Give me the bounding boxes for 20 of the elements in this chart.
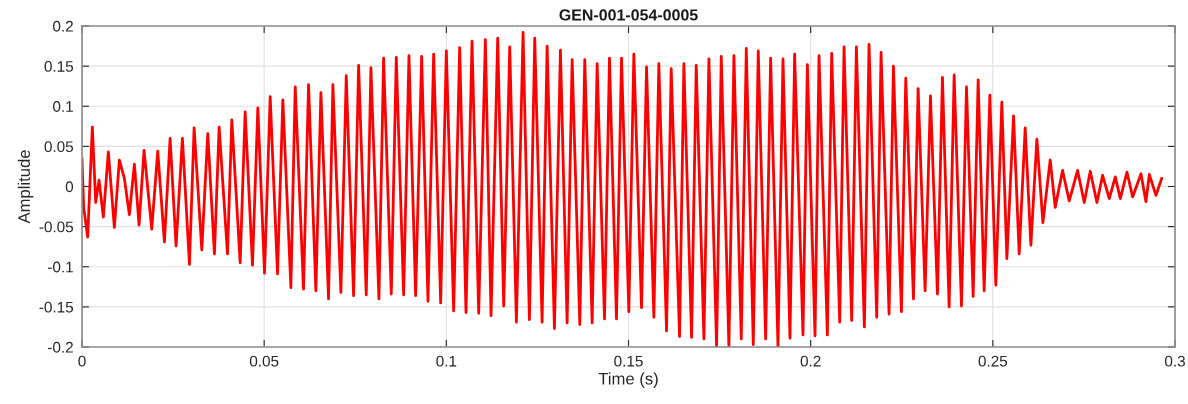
x-tick-label: 0.3 (1164, 355, 1185, 367)
y-tick-label: -0.1 (48, 261, 73, 273)
x-tick-label: 0.1 (436, 355, 457, 367)
x-tick-label: 0 (78, 355, 86, 367)
x-tick-label: 0.05 (249, 355, 279, 367)
y-tick-label: -0.05 (39, 221, 74, 233)
y-tick-label: -0.15 (39, 301, 74, 313)
y-tick-label: 0.15 (44, 60, 74, 72)
chart-title: GEN-001-054-0005 (559, 9, 698, 21)
y-tick-label: 0.05 (44, 141, 74, 153)
x-tick-label: 0.15 (614, 355, 643, 367)
x-axis-title: Time (s) (598, 372, 658, 388)
x-tick-label: 0.25 (978, 355, 1008, 367)
y-tick-label: 0.2 (53, 20, 73, 32)
y-axis-title: Amplitude (17, 150, 34, 224)
x-tick-label: 0.2 (800, 355, 821, 367)
line-series (82, 31, 1164, 347)
y-tick-label: 0.1 (53, 101, 73, 112)
y-tick-label: 0 (65, 181, 74, 193)
y-tick-label: -0.2 (48, 341, 73, 353)
